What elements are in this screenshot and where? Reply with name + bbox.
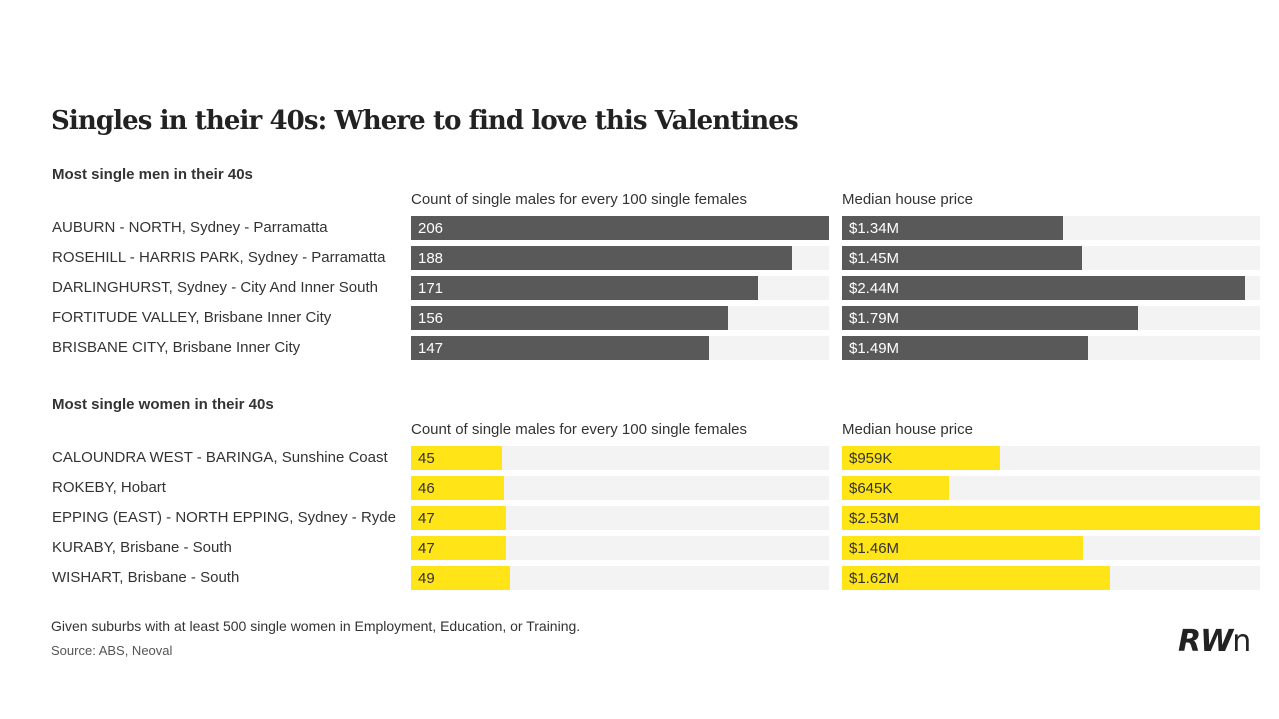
rwn-logo: RWn <box>1178 624 1251 659</box>
bar-track: $1.49M <box>842 336 1260 360</box>
column-header-price: Median house price <box>842 191 973 208</box>
bar-track: $2.44M <box>842 276 1260 300</box>
bar-track: $2.53M <box>842 506 1260 530</box>
bar-track: $1.34M <box>842 216 1260 240</box>
price-bar <box>842 336 1088 360</box>
suburb-label: WISHART, Brisbane - South <box>52 569 240 586</box>
suburb-label: ROKEBY, Hobart <box>52 479 166 496</box>
count-bar <box>411 476 504 500</box>
bar-track: $1.45M <box>842 246 1260 270</box>
price-value-label: $959K <box>849 450 893 467</box>
count-value-label: 188 <box>418 250 444 267</box>
count-bar <box>411 336 709 360</box>
price-bar <box>842 276 1245 300</box>
bar-track: 46 <box>411 476 829 500</box>
count-value-label: 47 <box>418 510 435 527</box>
price-value-label: $1.79M <box>849 310 900 327</box>
bar-track: $1.79M <box>842 306 1260 330</box>
suburb-label: KURABY, Brisbane - South <box>52 539 232 556</box>
price-bar <box>842 566 1110 590</box>
bar-track: 156 <box>411 306 829 330</box>
count-value-label: 156 <box>418 310 444 327</box>
count-value-label: 47 <box>418 540 435 557</box>
count-value-label: 171 <box>418 280 444 297</box>
count-value-label: 45 <box>418 450 435 467</box>
bar-track: 188 <box>411 246 829 270</box>
price-value-label: $1.45M <box>849 250 900 267</box>
section-title: Most single women in their 40s <box>52 396 274 413</box>
count-value-label: 147 <box>418 340 444 357</box>
count-bar <box>411 536 506 560</box>
suburb-label: EPPING (EAST) - NORTH EPPING, Sydney - R… <box>52 509 396 526</box>
chart-title: Singles in their 40s: Where to find love… <box>51 106 799 136</box>
bar-track: 206 <box>411 216 829 240</box>
suburb-label: CALOUNDRA WEST - BARINGA, Sunshine Coast <box>52 449 388 466</box>
suburb-label: ROSEHILL - HARRIS PARK, Sydney - Parrama… <box>52 249 386 266</box>
bar-track: 49 <box>411 566 829 590</box>
bar-track: 45 <box>411 446 829 470</box>
count-bar <box>411 216 829 240</box>
suburb-label: BRISBANE CITY, Brisbane Inner City <box>52 339 301 356</box>
price-value-label: $1.49M <box>849 340 900 357</box>
price-value-label: $2.53M <box>849 510 900 527</box>
bar-track: 171 <box>411 276 829 300</box>
column-header-count: Count of single males for every 100 sing… <box>411 421 748 438</box>
count-value-label: 206 <box>418 220 444 237</box>
bar-track: $645K <box>842 476 1260 500</box>
price-value-label: $645K <box>849 480 893 497</box>
price-bar <box>842 306 1138 330</box>
source-note: Source: ABS, Neoval <box>51 643 173 658</box>
price-bar <box>842 476 949 500</box>
count-bar <box>411 306 728 330</box>
bar-track: $959K <box>842 446 1260 470</box>
suburb-label: AUBURN - NORTH, Sydney - Parramatta <box>52 219 328 236</box>
section-title: Most single men in their 40s <box>52 166 253 183</box>
price-value-label: $2.44M <box>849 280 900 297</box>
count-bar <box>411 446 502 470</box>
count-bar <box>411 566 510 590</box>
bar-track: $1.46M <box>842 536 1260 560</box>
count-bar <box>411 276 758 300</box>
price-bar <box>842 216 1063 240</box>
price-value-label: $1.62M <box>849 570 900 587</box>
bar-track: 47 <box>411 536 829 560</box>
logo-left-text: RW <box>1178 624 1233 659</box>
logo-right-text: n <box>1232 624 1251 659</box>
price-bar <box>842 446 1000 470</box>
price-bar <box>842 246 1082 270</box>
bar-track: $1.62M <box>842 566 1260 590</box>
price-bar <box>842 536 1083 560</box>
suburb-label: FORTITUDE VALLEY, Brisbane Inner City <box>52 309 332 326</box>
suburb-label: DARLINGHURST, Sydney - City And Inner So… <box>52 279 378 296</box>
count-value-label: 49 <box>418 570 435 587</box>
count-bar <box>411 246 792 270</box>
price-bar <box>842 506 1260 530</box>
price-value-label: $1.46M <box>849 540 900 557</box>
column-header-price: Median house price <box>842 421 973 438</box>
bar-track: 147 <box>411 336 829 360</box>
price-value-label: $1.34M <box>849 220 900 237</box>
column-header-count: Count of single males for every 100 sing… <box>411 191 748 208</box>
count-value-label: 46 <box>418 480 435 497</box>
bar-track: 47 <box>411 506 829 530</box>
count-bar <box>411 506 506 530</box>
footnote: Given suburbs with at least 500 single w… <box>51 618 581 634</box>
